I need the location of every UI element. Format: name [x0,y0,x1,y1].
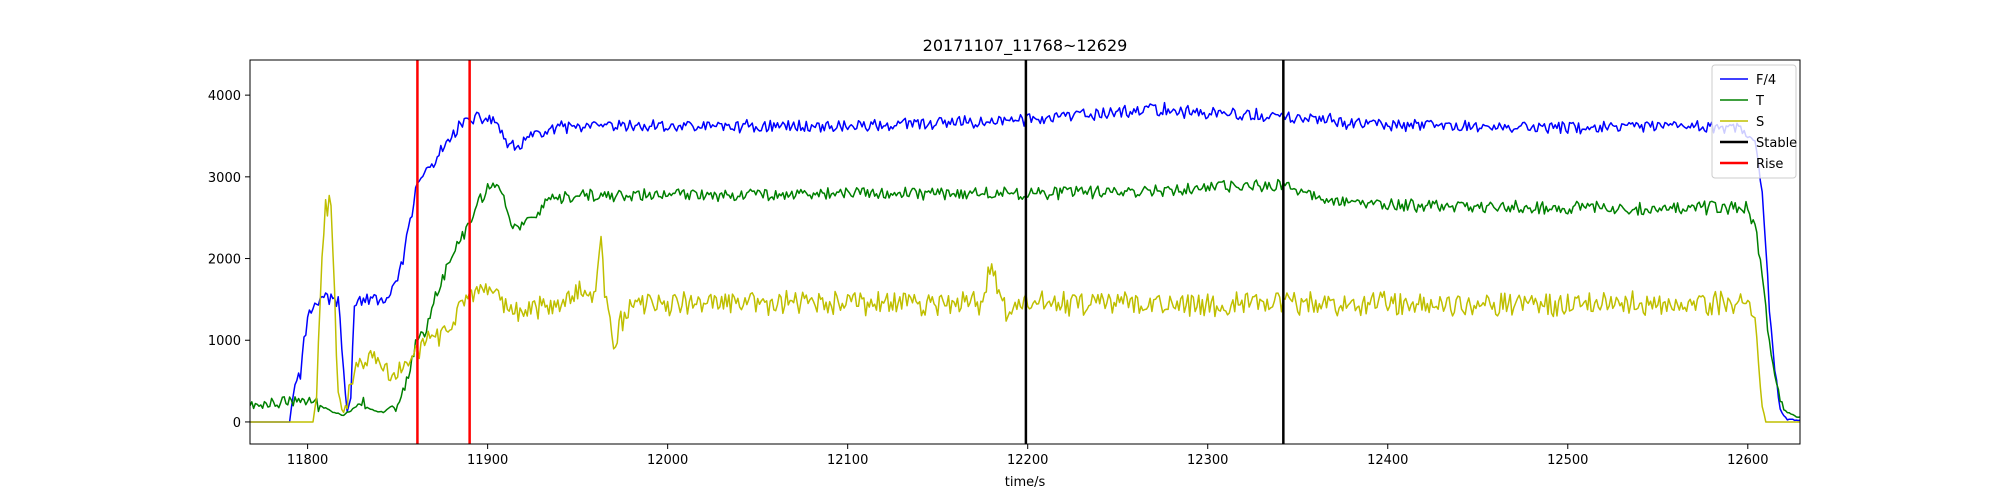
x-tick-label: 12200 [1007,453,1048,468]
x-axis-label: time/s [1005,475,1046,490]
legend: F/4 TS Stable Rise [1711,64,1797,179]
legend-box [1711,64,1797,179]
y-tick-label: 3000 [208,171,241,186]
x-tick-label: 12600 [1727,453,1768,468]
x-tick-label: 12100 [827,453,868,468]
legend-label: Rise [1756,157,1783,172]
chart-title: 20171107_11768~12629 [923,36,1128,56]
y-tick-label: 4000 [208,89,241,104]
marker-layer [416,60,1285,444]
x-tick-label: 12500 [1547,453,1588,468]
x-tick-label: 12300 [1187,453,1228,468]
y-axis: 0 1000 2000 3000 4000 [208,89,250,431]
x-tick-label: 11900 [467,453,508,468]
plot-frame [249,59,1801,445]
legend-label: S [1756,115,1764,130]
y-tick-label: 2000 [208,253,241,268]
x-tick-label: 12000 [647,453,688,468]
legend-label: Stable [1756,136,1797,151]
legend-label: F/4 [1756,73,1776,88]
y-tick-label: 1000 [208,334,241,349]
x-axis: 11800 11900 12000 12100 12200 12300 12400 12500… [287,444,1768,468]
legend-label: T [1755,94,1764,109]
y-tick-label: 0 [233,416,241,431]
x-tick-label: 12400 [1367,453,1408,468]
x-tick-label: 11800 [287,453,328,468]
